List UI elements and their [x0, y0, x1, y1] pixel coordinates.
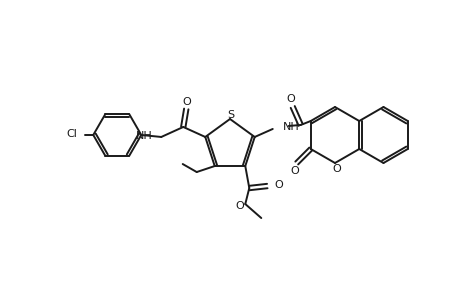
Text: O: O: [235, 201, 243, 211]
Text: NH: NH: [282, 122, 299, 132]
Text: S: S: [227, 110, 234, 120]
Text: O: O: [181, 97, 190, 107]
Text: O: O: [332, 164, 341, 174]
Text: NH: NH: [135, 131, 152, 141]
Text: O: O: [274, 180, 282, 190]
Text: O: O: [286, 94, 295, 104]
Text: Cl: Cl: [66, 129, 77, 139]
Text: O: O: [290, 166, 298, 176]
